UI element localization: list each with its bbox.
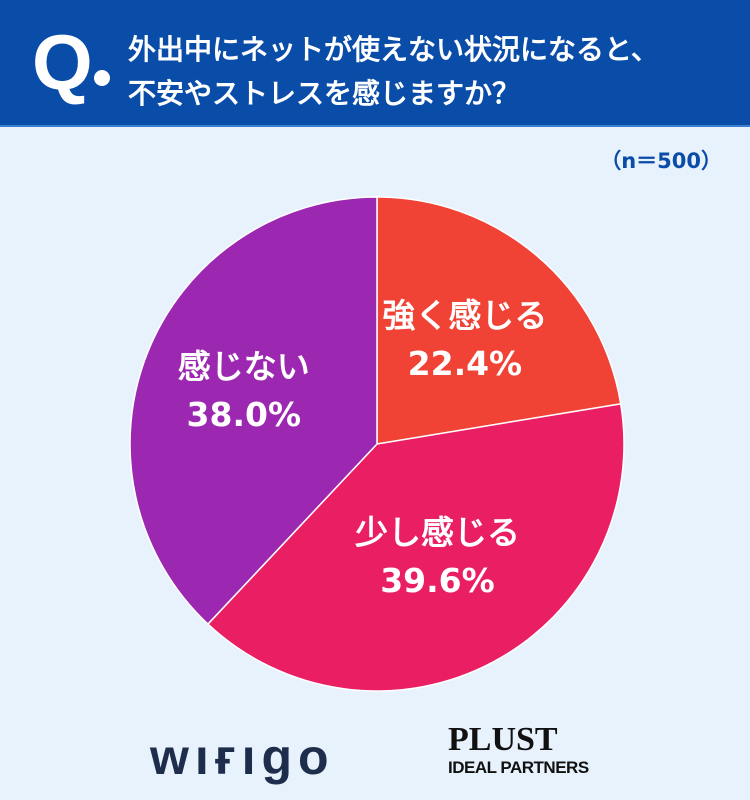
slice-value: 38.0% — [186, 395, 302, 435]
slice-label: 少し感じる 39.6% — [355, 509, 520, 605]
q-mark: Q — [32, 18, 93, 106]
pie-slice — [206, 402, 625, 692]
slice-label: 強く感じる 22.4% — [382, 292, 547, 388]
slice-value: 22.4% — [407, 344, 523, 384]
wifigo-logo: wıғıgo — [150, 729, 335, 785]
pie-slice — [129, 196, 378, 626]
slice-category: 感じない — [177, 347, 310, 387]
plust-sub: IDEAL PARTNERS — [448, 758, 589, 777]
q-dot — [94, 70, 110, 86]
plust-logo: PLUST IDEAL PARTNERS — [448, 722, 589, 778]
question-header: Q 外出中にネットが使えない状況になると、 不安やストレスを感じますか？ — [0, 0, 750, 127]
slice-value: 39.6% — [380, 561, 495, 601]
plust-name: PLUST — [448, 721, 558, 758]
title-line-1: 外出中にネットが使えない状況になると、 — [128, 33, 659, 66]
title-line-2: 不安やストレスを感じますか？ — [128, 77, 521, 110]
slice-category: 少し感じる — [354, 513, 520, 553]
pie-slice — [376, 196, 622, 445]
slice-category: 強く感じる — [382, 296, 548, 336]
question-title: 外出中にネットが使えない状況になると、 不安やストレスを感じますか？ — [128, 28, 659, 116]
sample-size: （n＝500） — [600, 149, 722, 173]
slice-label: 感じない 38.0% — [178, 343, 310, 439]
